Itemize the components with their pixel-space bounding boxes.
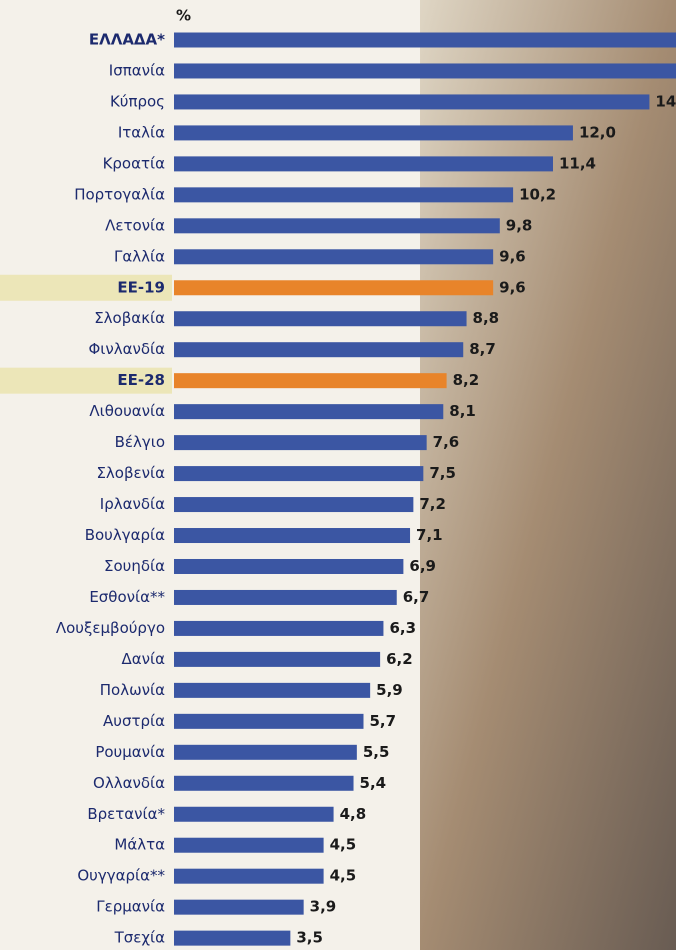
- unit-label: %: [176, 7, 191, 25]
- value-label: 7,5: [429, 464, 456, 482]
- value-label: 8,1: [449, 402, 476, 420]
- category-label: Ισπανία: [109, 61, 165, 79]
- value-label: 12,0: [579, 123, 616, 141]
- value-label: 10,2: [519, 185, 556, 203]
- value-label: 5,4: [360, 774, 387, 792]
- value-label: 4,5: [330, 836, 357, 854]
- value-label: 4,5: [330, 867, 357, 885]
- category-label: Εσθονία**: [89, 588, 165, 606]
- category-label: ΕΕ-28: [117, 371, 165, 389]
- bar: [174, 280, 493, 295]
- value-label: 8,2: [453, 371, 480, 389]
- value-label: 6,7: [403, 588, 430, 606]
- value-label: 5,9: [376, 681, 403, 699]
- bar: [174, 342, 463, 357]
- value-label: 9,6: [499, 278, 526, 296]
- value-label: 11,4: [559, 154, 596, 172]
- bar: [174, 931, 290, 946]
- category-label: Γερμανία: [96, 898, 165, 916]
- value-label: 6,3: [389, 619, 416, 637]
- category-label: Πολωνία: [100, 681, 165, 699]
- bar: [174, 94, 649, 109]
- category-label: Βουλγαρία: [85, 526, 165, 544]
- bar: [174, 404, 443, 419]
- value-label: 9,8: [506, 216, 533, 234]
- value-label: 6,2: [386, 650, 413, 668]
- value-label: 7,1: [416, 526, 443, 544]
- bar: [174, 33, 676, 48]
- value-label: 3,9: [310, 898, 337, 916]
- bar: [174, 745, 357, 760]
- bar: [174, 900, 304, 915]
- bar: [174, 373, 447, 388]
- value-label: 6,9: [409, 557, 436, 575]
- bar: [174, 559, 403, 574]
- value-label: 9,6: [499, 247, 526, 265]
- value-label: 5,5: [363, 743, 390, 761]
- page: {"chart_data": {"type": "bar", "orientat…: [0, 0, 676, 950]
- value-label: 8,8: [473, 309, 500, 327]
- category-label: Λιθουανία: [89, 402, 165, 420]
- value-label: 7,2: [419, 495, 446, 513]
- value-label: 8,7: [469, 340, 496, 358]
- bar: [174, 590, 397, 605]
- category-label: Κροατία: [103, 154, 166, 172]
- bar: [174, 435, 427, 450]
- bar: [174, 776, 354, 791]
- category-label: Ιρλανδία: [100, 495, 165, 513]
- category-label: Γαλλία: [114, 247, 165, 265]
- category-label: Τσεχία: [114, 929, 166, 947]
- category-label: Μάλτα: [114, 836, 165, 854]
- bar: [174, 714, 363, 729]
- value-label: 5,7: [369, 712, 396, 730]
- category-label: Σλοβενία: [96, 464, 165, 482]
- bar: [174, 652, 380, 667]
- bar: [174, 869, 324, 884]
- category-label: Βέλγιο: [115, 433, 165, 451]
- value-label: 4,8: [340, 805, 367, 823]
- category-label: Φινλανδία: [88, 340, 165, 358]
- chart: % ΕΛΛΑΔΑ* Ισπανία Κύπρος 14,3 Ιταλία 12,0 Κροα…: [0, 0, 676, 950]
- category-label: Ιταλία: [118, 123, 165, 141]
- bar: [174, 838, 324, 853]
- category-label: Πορτογαλία: [74, 185, 165, 203]
- value-label: 3,5: [296, 929, 323, 947]
- category-label: Ουγγαρία**: [77, 867, 165, 885]
- category-label: Λουξεμβούργο: [56, 619, 165, 637]
- bar: [174, 683, 370, 698]
- bar: [174, 528, 410, 543]
- category-label: Σουηδία: [104, 557, 165, 575]
- category-label: Λετονία: [105, 216, 165, 234]
- bar: [174, 63, 676, 78]
- category-label: Ρουμανία: [95, 743, 165, 761]
- bar: [174, 466, 423, 481]
- value-label: 7,6: [433, 433, 460, 451]
- category-label: ΕΛΛΑΔΑ*: [89, 31, 165, 49]
- bar: [174, 125, 573, 140]
- bar: [174, 807, 334, 822]
- background-photo: [420, 0, 676, 950]
- category-label: Δανία: [122, 650, 166, 668]
- bar: [174, 218, 500, 233]
- category-label: Αυστρία: [103, 712, 165, 730]
- category-label: Ολλανδία: [93, 774, 165, 792]
- category-label: Κύπρος: [110, 92, 165, 110]
- category-label: Βρετανία*: [87, 805, 165, 823]
- value-label: 14,3: [655, 92, 676, 110]
- category-label: ΕΕ-19: [117, 278, 165, 296]
- category-label: Σλοβακία: [94, 309, 165, 327]
- bar: [174, 621, 383, 636]
- bar: [174, 187, 513, 202]
- bar: [174, 249, 493, 264]
- bar: [174, 497, 413, 512]
- bar: [174, 311, 467, 326]
- bar: [174, 156, 553, 171]
